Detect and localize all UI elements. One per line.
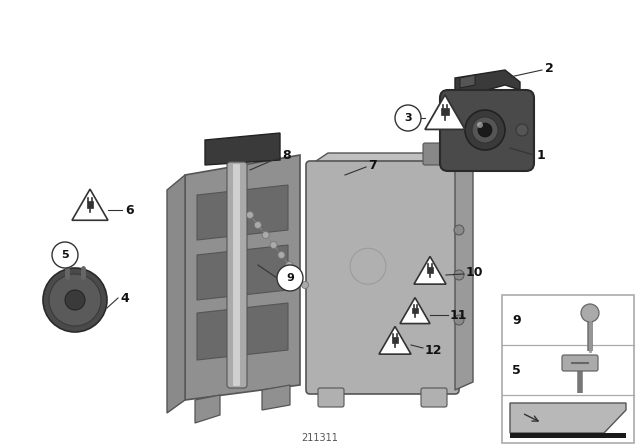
Circle shape xyxy=(278,251,285,258)
Circle shape xyxy=(254,221,261,228)
Polygon shape xyxy=(425,95,465,129)
Text: 8: 8 xyxy=(282,148,291,161)
Text: 9: 9 xyxy=(286,273,294,283)
FancyBboxPatch shape xyxy=(412,308,418,313)
FancyBboxPatch shape xyxy=(562,355,598,371)
Text: 12: 12 xyxy=(425,344,442,357)
Text: 5: 5 xyxy=(512,363,521,376)
Circle shape xyxy=(286,262,292,268)
Circle shape xyxy=(52,242,78,268)
Circle shape xyxy=(43,268,107,332)
Polygon shape xyxy=(197,303,288,360)
Text: 11: 11 xyxy=(450,309,467,322)
Polygon shape xyxy=(510,403,626,433)
Polygon shape xyxy=(185,155,300,400)
Circle shape xyxy=(581,304,599,322)
Circle shape xyxy=(472,117,498,143)
FancyBboxPatch shape xyxy=(423,143,452,165)
Text: 10: 10 xyxy=(466,266,483,279)
Polygon shape xyxy=(262,385,290,410)
Polygon shape xyxy=(460,75,475,88)
Circle shape xyxy=(454,270,464,280)
Text: 2: 2 xyxy=(545,61,554,74)
FancyBboxPatch shape xyxy=(502,295,634,443)
FancyBboxPatch shape xyxy=(421,388,447,407)
Polygon shape xyxy=(414,256,446,284)
Circle shape xyxy=(65,290,85,310)
Circle shape xyxy=(294,271,301,279)
FancyBboxPatch shape xyxy=(318,388,344,407)
Circle shape xyxy=(516,124,528,136)
Circle shape xyxy=(49,274,101,326)
Text: 5: 5 xyxy=(61,250,69,260)
Circle shape xyxy=(301,281,308,289)
Polygon shape xyxy=(72,189,108,220)
Polygon shape xyxy=(167,175,185,413)
Circle shape xyxy=(477,122,483,128)
Circle shape xyxy=(478,123,492,137)
Circle shape xyxy=(270,241,277,249)
Polygon shape xyxy=(195,395,220,423)
Circle shape xyxy=(454,315,464,325)
Circle shape xyxy=(246,211,253,219)
Text: 4: 4 xyxy=(120,292,129,305)
Bar xyxy=(510,433,626,438)
Polygon shape xyxy=(197,185,288,240)
FancyBboxPatch shape xyxy=(306,161,459,394)
Text: 6: 6 xyxy=(125,203,134,216)
Polygon shape xyxy=(310,153,473,165)
Text: 7: 7 xyxy=(368,159,377,172)
Polygon shape xyxy=(197,245,288,300)
FancyBboxPatch shape xyxy=(440,90,534,171)
FancyBboxPatch shape xyxy=(427,267,433,273)
Polygon shape xyxy=(205,133,280,165)
FancyBboxPatch shape xyxy=(227,162,247,388)
Circle shape xyxy=(454,225,464,235)
FancyBboxPatch shape xyxy=(442,108,449,115)
FancyBboxPatch shape xyxy=(233,164,240,386)
Circle shape xyxy=(395,105,421,131)
FancyBboxPatch shape xyxy=(87,201,93,207)
Circle shape xyxy=(277,265,303,291)
Polygon shape xyxy=(455,153,473,390)
Text: 211311: 211311 xyxy=(301,433,339,443)
Circle shape xyxy=(465,110,505,150)
Text: 1: 1 xyxy=(537,148,546,161)
Text: 9: 9 xyxy=(512,314,520,327)
FancyBboxPatch shape xyxy=(392,337,398,343)
Polygon shape xyxy=(455,70,520,98)
Text: 3: 3 xyxy=(404,113,412,123)
Polygon shape xyxy=(379,327,411,354)
Circle shape xyxy=(262,232,269,238)
Polygon shape xyxy=(400,297,430,323)
